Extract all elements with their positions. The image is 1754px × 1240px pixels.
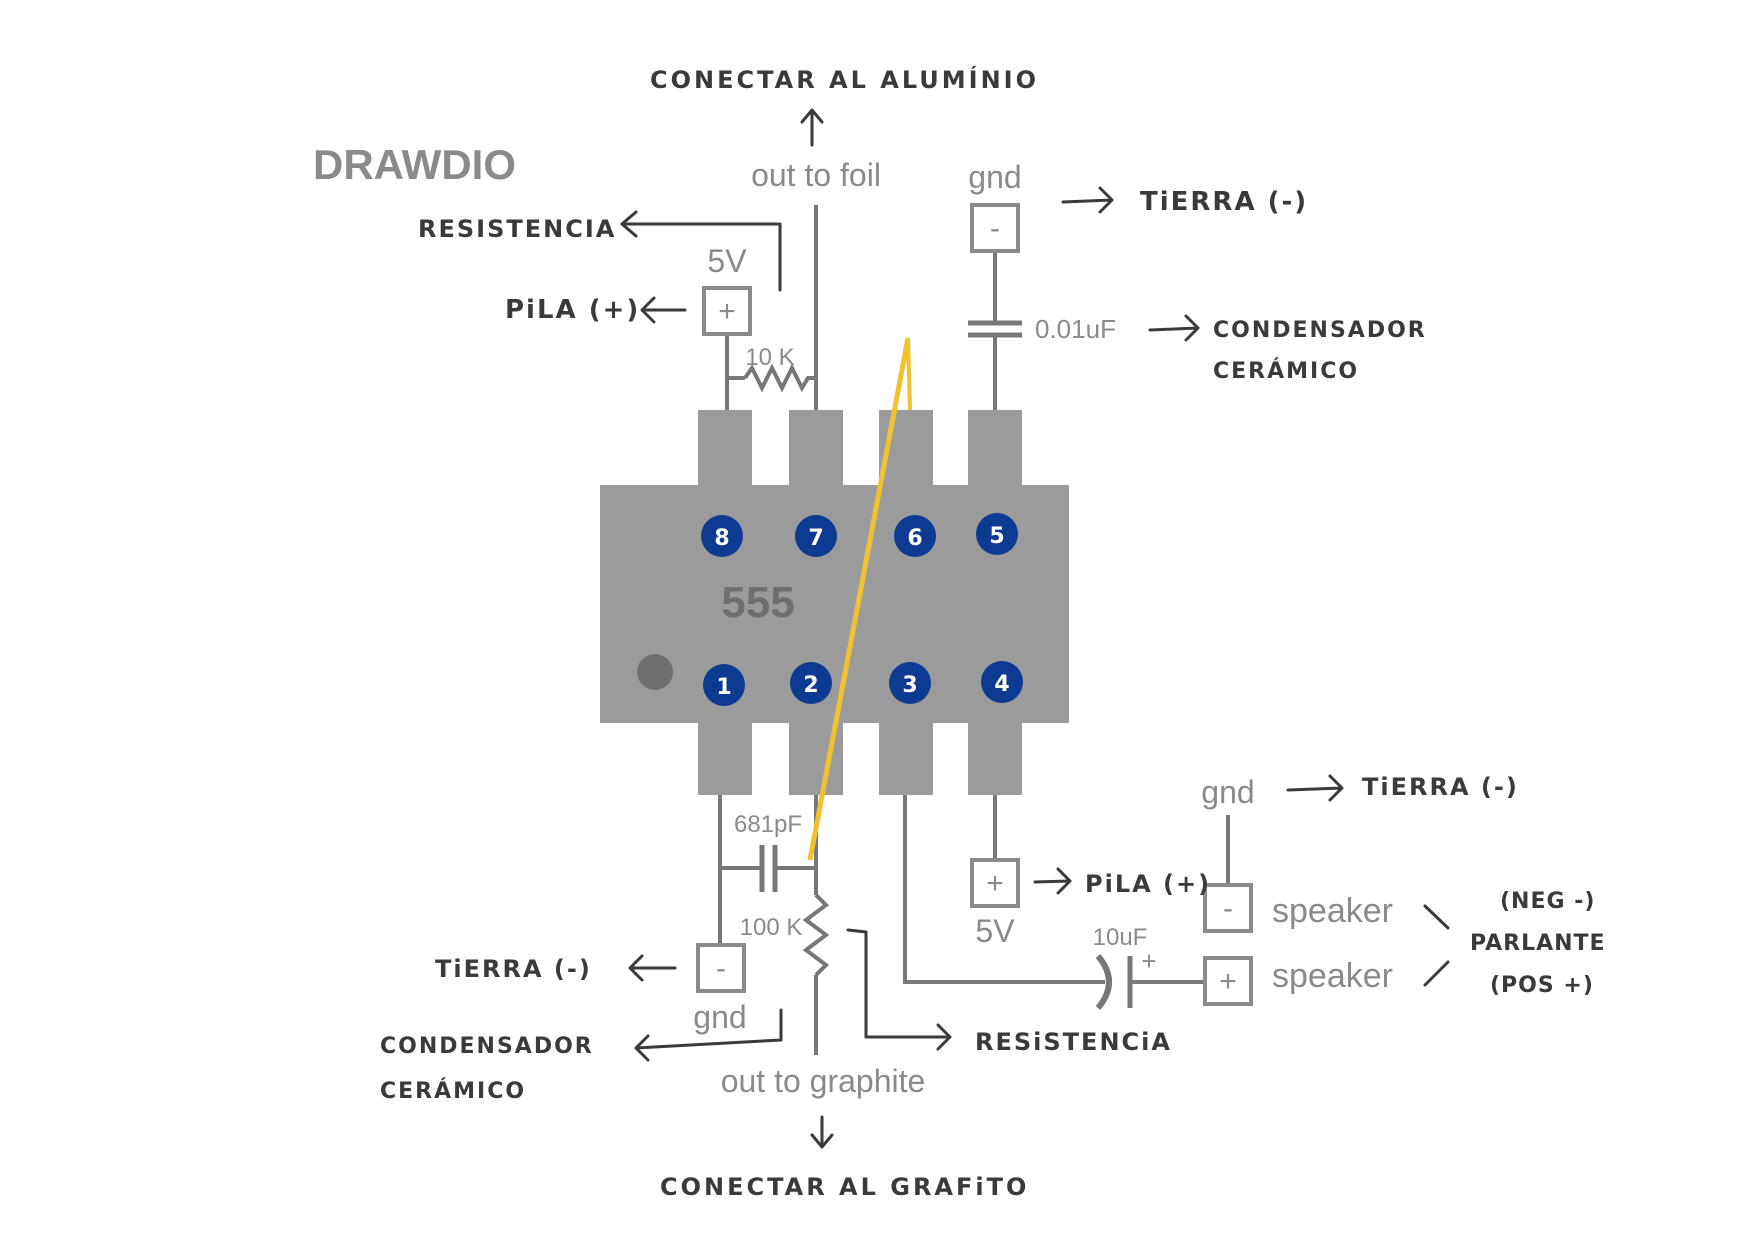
arrow-right-icon: [1148, 314, 1200, 342]
arrow-up-icon: [800, 108, 824, 147]
note-condensador-bottom-2: CERÁMICO: [380, 1078, 526, 1104]
yellow-jumper-tip: [906, 337, 912, 411]
minus-terminal-bottom: [696, 943, 746, 993]
label-5v-bottom: 5V: [975, 913, 1015, 949]
pin-badge-6: 6: [894, 515, 936, 557]
pin-badge-1: 1: [703, 664, 745, 706]
pin-leg-7: [789, 410, 843, 488]
chip-label: 555: [721, 578, 794, 627]
label-10k: 10 K: [745, 344, 794, 371]
label-out-to-graphite: out to graphite: [721, 1063, 926, 1099]
note-condensador-top-2: CERÁMICO: [1213, 358, 1359, 384]
note-condensador-top-1: CONDENSADOR: [1213, 318, 1427, 343]
minus-sign-bottom: -: [716, 952, 726, 985]
capacitor-10uf-plus: +: [1141, 946, 1156, 976]
chip-555: 555 8 7 6 5 1 2 3 4: [600, 410, 1069, 795]
note-pila-bottom: PiLA (+): [1085, 870, 1211, 898]
arrow-right-icon: [1286, 774, 1344, 802]
pin-leg-4: [968, 715, 1022, 795]
arrow-down-icon: [810, 1115, 834, 1149]
svg-text:5: 5: [989, 524, 1004, 549]
plus-sign-bottom: +: [986, 867, 1004, 900]
note-tierra-bottom: TiERRA (-): [435, 955, 592, 983]
note-pila-top: PiLA (+): [505, 295, 640, 325]
yellow-jumper-wire: [807, 337, 911, 861]
svg-text:2: 2: [803, 673, 818, 698]
pin-leg-8: [698, 410, 752, 488]
label-gnd-top: gnd: [968, 159, 1021, 195]
pin-badge-3: 3: [889, 662, 931, 704]
svg-text:4: 4: [994, 672, 1009, 697]
note-resistencia-top: RESISTENCIA: [418, 215, 616, 243]
label-681pf: 681pF: [734, 811, 802, 838]
note-neg: (NEG -): [1500, 889, 1595, 914]
svg-text:8: 8: [714, 526, 729, 551]
label-5v-top: 5V: [707, 243, 747, 279]
note-conectar-aluminio: CONECTAR AL ALUMÍNIO: [650, 65, 1039, 94]
pin-leg-1: [698, 715, 752, 795]
arrow-right-icon: [1033, 867, 1072, 895]
speaker-minus-terminal: [1203, 883, 1253, 933]
plus-terminal-top: [702, 286, 752, 336]
bottom-wiring: - gnd 681pF 100 K out to graphite + 5V 1…: [693, 774, 1393, 1099]
arrow-right-icon: [1061, 186, 1114, 214]
note-conectar-grafito: CONECTAR AL GRAFiTO: [660, 1173, 1029, 1201]
note-resistencia-bottom: RESiSTENCiA: [975, 1028, 1172, 1056]
arrow-left-icon: [640, 296, 687, 324]
pin-badge-8: 8: [701, 515, 743, 557]
capacitor-10uf-curved-plate: [1095, 954, 1112, 1010]
arrow-left-icon: [634, 1008, 783, 1062]
svg-text:3: 3: [902, 673, 917, 698]
speaker-plus-terminal: [1203, 956, 1253, 1006]
pin-badge-5: 5: [976, 513, 1018, 555]
plus-sign-top: +: [718, 295, 736, 328]
pin-badge-7: 7: [795, 515, 837, 557]
note-tierra-top: TiERRA (-): [1140, 187, 1308, 217]
note-tierra-right: TiERRA (-): [1362, 773, 1519, 801]
label-001uf: 0.01uF: [1035, 314, 1116, 344]
label-gnd-bottom: gnd: [693, 999, 746, 1035]
label-out-to-foil: out to foil: [751, 157, 881, 193]
speaker-label-2: speaker: [1272, 957, 1393, 995]
svg-text:6: 6: [907, 526, 922, 551]
pin-badge-4: 4: [981, 661, 1023, 703]
arrow-left-icon: [628, 954, 677, 982]
handwritten-annotations: CONECTAR AL ALUMÍNIO RESISTENCIA PiLA (+…: [380, 65, 1606, 1201]
minus-terminal-top: [970, 203, 1020, 253]
bracket-line-icon: [1423, 904, 1450, 987]
top-wiring: + 5V 10 K out to foil 0.01uF - gnd: [702, 157, 1116, 410]
svg-text:1: 1: [716, 675, 731, 700]
note-pos: (POS +): [1490, 973, 1594, 998]
pin-badge-2: 2: [790, 662, 832, 704]
pin-1-marker: [637, 654, 673, 690]
pin-leg-5: [968, 410, 1022, 488]
svg-text:7: 7: [808, 526, 823, 551]
diagram-title: DRAWDIO: [313, 141, 516, 188]
note-parlante: PARLANTE: [1470, 931, 1606, 956]
arrow-left-icon: [620, 210, 782, 292]
speaker-label-1: speaker: [1272, 892, 1393, 930]
pin-leg-3: [879, 715, 933, 795]
minus-sign-top: -: [990, 212, 1000, 245]
label-10uf: 10uF: [1093, 924, 1148, 951]
note-condensador-bottom-1: CONDENSADOR: [380, 1034, 594, 1059]
label-gnd-right: gnd: [1201, 774, 1254, 810]
label-100k: 100 K: [740, 914, 803, 941]
plus-terminal-bottom: [970, 858, 1020, 908]
arrow-right-icon: [846, 928, 952, 1051]
speaker-minus-sign: -: [1223, 892, 1233, 925]
resistor-100k: [802, 893, 830, 977]
speaker-plus-sign: +: [1219, 965, 1237, 998]
resistor-10k: [743, 363, 816, 393]
